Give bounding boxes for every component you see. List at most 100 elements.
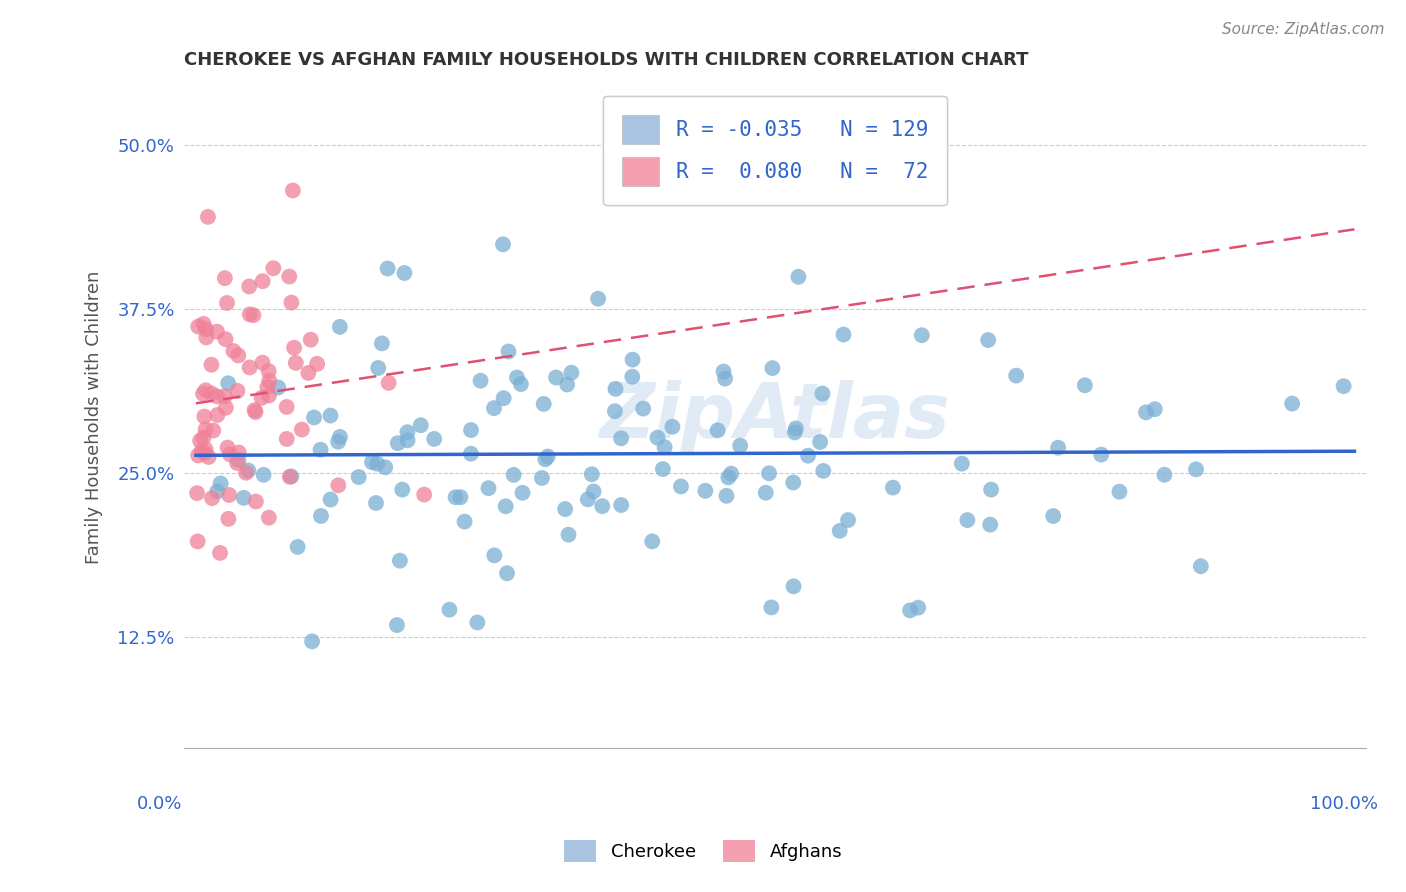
Point xyxy=(1153,467,1175,482)
Point xyxy=(1333,379,1355,393)
Point xyxy=(207,484,229,499)
Point xyxy=(898,603,921,617)
Point xyxy=(669,479,692,493)
Point xyxy=(492,391,515,405)
Text: CHEROKEE VS AFGHAN FAMILY HOUSEHOLDS WITH CHILDREN CORRELATION CHART: CHEROKEE VS AFGHAN FAMILY HOUSEHOLDS WIT… xyxy=(184,51,1029,69)
Point xyxy=(546,370,568,384)
Point xyxy=(387,436,409,450)
Point xyxy=(621,352,644,367)
Point xyxy=(1135,405,1157,419)
Point xyxy=(188,434,211,448)
Point xyxy=(197,210,219,224)
Point xyxy=(252,356,274,370)
Point xyxy=(484,549,506,563)
Point xyxy=(219,447,242,461)
Point xyxy=(782,475,804,490)
Point xyxy=(205,325,228,339)
Point xyxy=(361,455,384,469)
Point xyxy=(209,476,232,491)
Point xyxy=(581,467,603,482)
Point xyxy=(477,481,499,495)
Point xyxy=(239,307,262,321)
Point xyxy=(187,534,209,549)
Point xyxy=(557,527,579,541)
Point xyxy=(281,184,304,198)
Point xyxy=(307,357,329,371)
Text: Source: ZipAtlas.com: Source: ZipAtlas.com xyxy=(1222,22,1385,37)
Point xyxy=(591,499,613,513)
Point xyxy=(576,492,599,507)
Point xyxy=(439,602,461,616)
Point xyxy=(783,425,806,440)
Point xyxy=(651,462,673,476)
Point xyxy=(309,442,332,457)
Point xyxy=(302,410,325,425)
Point xyxy=(297,366,319,380)
Point xyxy=(252,467,274,482)
Point xyxy=(716,489,738,503)
Point xyxy=(215,401,238,415)
Point xyxy=(482,401,505,416)
Point xyxy=(226,456,249,470)
Point xyxy=(394,266,416,280)
Point xyxy=(787,269,810,284)
Point xyxy=(194,442,217,457)
Point xyxy=(811,386,834,401)
Point xyxy=(214,389,236,403)
Point xyxy=(205,389,228,403)
Point xyxy=(291,423,314,437)
Point xyxy=(228,445,250,459)
Point xyxy=(262,261,284,276)
Point xyxy=(214,271,236,285)
Point xyxy=(911,328,934,343)
Point xyxy=(226,384,249,398)
Point xyxy=(641,534,664,549)
Point xyxy=(207,408,229,422)
Point xyxy=(647,431,669,445)
Point xyxy=(444,490,467,504)
Point xyxy=(250,391,273,405)
Point xyxy=(413,487,436,501)
Point xyxy=(278,269,301,284)
Point xyxy=(215,296,238,310)
Point xyxy=(243,403,266,417)
Point xyxy=(956,513,979,527)
Point xyxy=(661,419,683,434)
Point xyxy=(193,317,215,331)
Point xyxy=(257,364,280,378)
Point xyxy=(713,365,735,379)
Point xyxy=(460,447,482,461)
Point xyxy=(533,397,555,411)
Point xyxy=(202,424,225,438)
Point xyxy=(256,380,278,394)
Point xyxy=(828,524,851,538)
Point xyxy=(502,467,524,482)
Point xyxy=(374,460,396,475)
Point xyxy=(245,494,267,508)
Point xyxy=(1185,462,1208,476)
Point xyxy=(423,432,446,446)
Point xyxy=(283,341,305,355)
Point xyxy=(309,508,332,523)
Point xyxy=(837,513,859,527)
Point xyxy=(226,348,249,362)
Point xyxy=(201,491,224,505)
Point xyxy=(980,483,1002,497)
Point xyxy=(371,336,394,351)
Point xyxy=(758,467,780,481)
Point xyxy=(388,554,411,568)
Point xyxy=(235,466,257,480)
Point xyxy=(217,376,239,391)
Point xyxy=(761,600,783,615)
Point xyxy=(467,615,489,630)
Point xyxy=(1108,484,1130,499)
Point xyxy=(267,380,290,394)
Point xyxy=(259,374,281,388)
Point xyxy=(882,481,904,495)
Point xyxy=(301,634,323,648)
Point xyxy=(242,308,264,322)
Legend: R = -0.035   N = 129, R =  0.080   N =  72: R = -0.035 N = 129, R = 0.080 N = 72 xyxy=(603,96,948,205)
Point xyxy=(347,470,370,484)
Point xyxy=(396,434,419,448)
Point xyxy=(245,405,267,419)
